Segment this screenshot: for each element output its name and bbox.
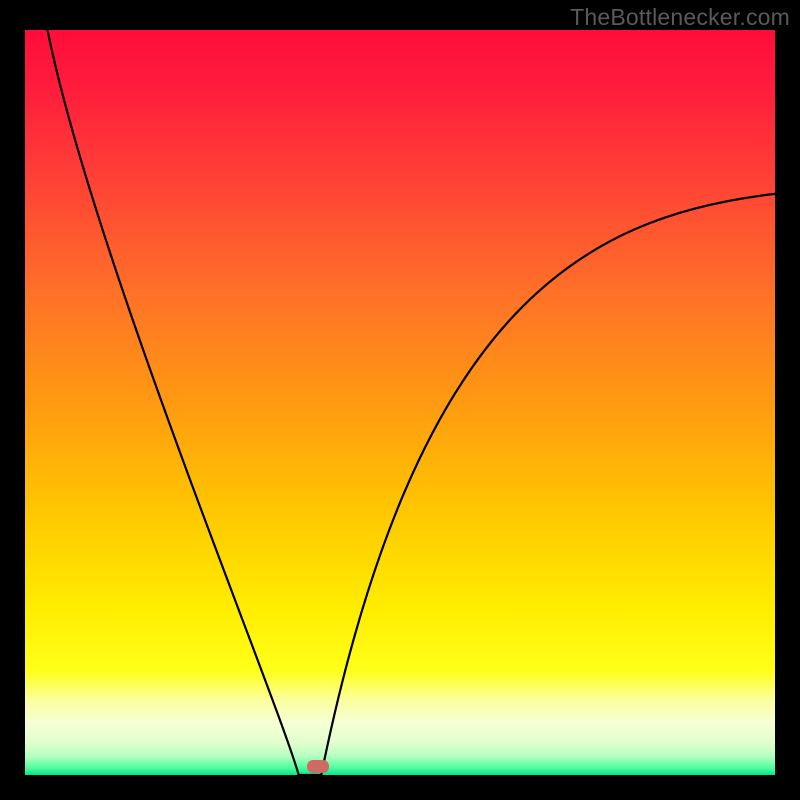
watermark-text: TheBottlenecker.com [570,4,790,31]
nadir-marker [307,760,329,773]
bottleneck-curve [25,30,775,775]
frame-right [775,0,800,800]
chart-container: TheBottlenecker.com [0,0,800,800]
frame-left [0,0,25,800]
curve-path [48,30,776,775]
frame-bottom [0,775,800,800]
